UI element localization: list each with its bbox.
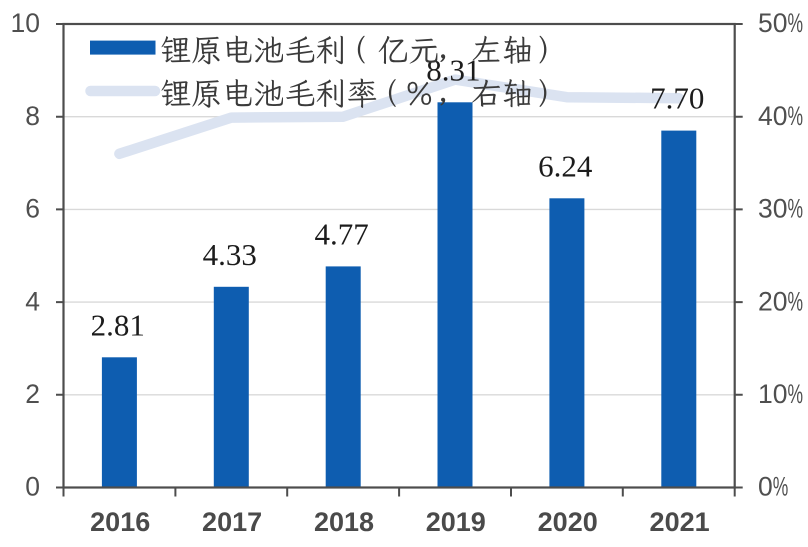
svg-text:10: 10	[758, 379, 787, 409]
svg-text:4: 4	[25, 286, 40, 316]
svg-text:%: %	[788, 9, 804, 39]
svg-text:4.77: 4.77	[314, 216, 368, 251]
svg-text:4.33: 4.33	[203, 237, 257, 272]
svg-text:2.81: 2.81	[91, 307, 145, 342]
svg-text:7.70: 7.70	[650, 81, 704, 116]
svg-text:6.24: 6.24	[538, 148, 593, 183]
svg-text:2: 2	[25, 379, 40, 409]
svg-text:40: 40	[758, 101, 787, 131]
svg-text:2021: 2021	[650, 507, 710, 537]
svg-text:%: %	[788, 379, 804, 409]
svg-text:%: %	[788, 194, 804, 224]
svg-text:30: 30	[758, 194, 787, 224]
svg-text:20: 20	[758, 286, 787, 316]
svg-text:50: 50	[758, 8, 787, 38]
svg-text:2016: 2016	[90, 507, 150, 537]
svg-text:%: %	[773, 472, 789, 502]
svg-text:2019: 2019	[426, 507, 486, 537]
svg-text:0: 0	[758, 472, 773, 502]
svg-text:10: 10	[11, 8, 40, 38]
svg-text:2017: 2017	[202, 507, 262, 537]
svg-text:0: 0	[25, 472, 40, 502]
svg-text:2018: 2018	[314, 507, 374, 537]
svg-text:6: 6	[25, 194, 40, 224]
svg-text:%: %	[788, 101, 804, 131]
svg-text:2020: 2020	[538, 507, 598, 537]
svg-text:%: %	[788, 287, 804, 317]
svg-text:8.31: 8.31	[426, 52, 480, 87]
svg-text:8: 8	[25, 101, 40, 131]
